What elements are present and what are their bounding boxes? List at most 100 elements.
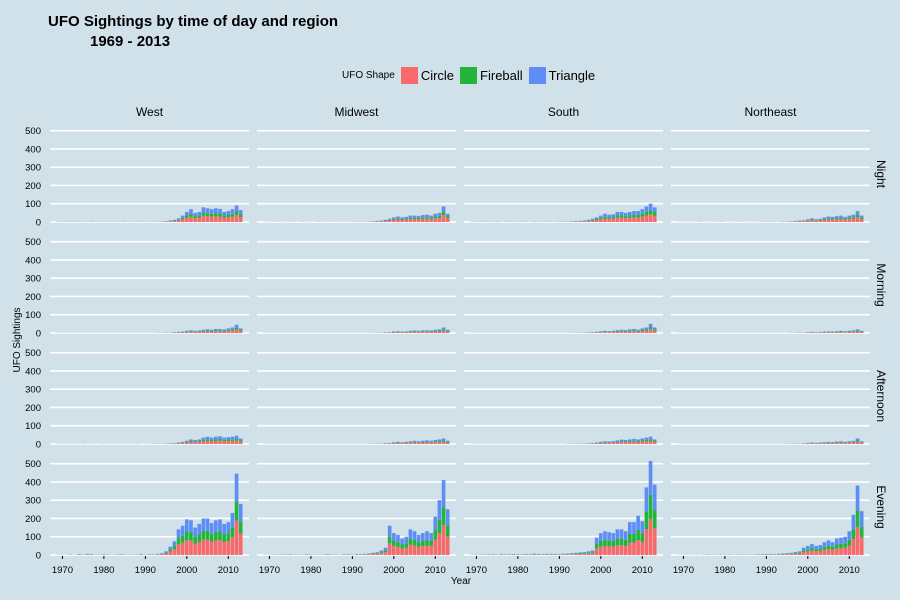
- bar-circle: [855, 527, 860, 555]
- bar-triangle: [421, 440, 425, 442]
- bar-circle: [598, 332, 603, 333]
- bar-circle: [830, 443, 835, 444]
- bar-triangle: [230, 209, 235, 214]
- bar-circle: [835, 332, 839, 333]
- bar-triangle: [632, 328, 636, 331]
- bar-fireball: [214, 439, 218, 441]
- legend-label-circle: Circle: [420, 67, 455, 83]
- bar-fireball: [594, 219, 599, 221]
- bar-fireball: [598, 540, 603, 547]
- bar-fireball: [230, 527, 235, 538]
- bar-circle: [437, 331, 442, 333]
- bar-fireball: [623, 539, 628, 546]
- y-tick-label: 200: [25, 181, 41, 192]
- bar-triangle: [569, 553, 574, 554]
- bar-circle: [814, 551, 818, 555]
- bar-fireball: [222, 439, 226, 442]
- bar-fireball: [375, 553, 380, 554]
- bar-circle: [441, 441, 446, 444]
- legend-title: UFO Shape: [342, 69, 395, 81]
- bar-triangle: [180, 215, 185, 218]
- bar-fireball: [209, 213, 214, 217]
- bar-triangle: [189, 439, 193, 442]
- bar-fireball: [197, 534, 202, 542]
- bar-fireball: [193, 331, 197, 333]
- bar-circle: [607, 546, 611, 555]
- bar-triangle: [598, 533, 603, 541]
- bar-circle: [822, 219, 827, 222]
- bar-triangle: [214, 328, 218, 331]
- bar-triangle: [644, 206, 649, 212]
- legend-swatch-triangle: [528, 66, 546, 84]
- chart-title: UFO Sightings by time of day and region …: [48, 12, 338, 52]
- bar-triangle: [412, 215, 417, 218]
- bar-fireball: [416, 217, 421, 220]
- bar-fireball: [408, 538, 413, 545]
- bar-triangle: [209, 329, 214, 331]
- bar-circle: [628, 217, 632, 222]
- bar-triangle: [238, 328, 243, 331]
- bar-triangle: [826, 540, 831, 546]
- bar-circle: [818, 220, 823, 222]
- bar-triangle: [433, 213, 438, 217]
- bar-triangle: [367, 553, 371, 555]
- bar-fireball: [433, 441, 438, 443]
- bar-circle: [855, 331, 860, 333]
- bar-circle: [180, 443, 185, 444]
- bar-circle: [425, 442, 429, 444]
- bar-circle: [416, 442, 421, 444]
- bar-circle: [628, 331, 632, 333]
- bar-triangle: [205, 518, 210, 531]
- bar-triangle: [222, 523, 226, 535]
- bar-triangle: [652, 484, 657, 510]
- bar-fireball: [619, 330, 624, 332]
- bar-triangle: [648, 203, 653, 211]
- bar-circle: [623, 442, 628, 444]
- bar-triangle: [652, 327, 657, 330]
- bar-triangle: [404, 441, 409, 443]
- legend-item-triangle: Triangle: [528, 66, 597, 84]
- bar-circle: [412, 545, 417, 555]
- bar-fireball: [619, 538, 624, 546]
- bar-triangle: [847, 531, 852, 540]
- bar-triangle: [628, 211, 632, 216]
- bar-triangle: [623, 212, 628, 217]
- bar-circle: [814, 220, 818, 222]
- bar-circle: [445, 218, 450, 222]
- bar-circle: [180, 542, 185, 555]
- bar-circle: [598, 443, 603, 444]
- bar-circle: [859, 332, 864, 333]
- bar-fireball: [648, 210, 653, 215]
- bar-triangle: [441, 438, 446, 441]
- bar-fireball: [603, 216, 607, 219]
- x-tick-label: 2010: [218, 565, 239, 576]
- bar-fireball: [855, 510, 860, 528]
- bar-triangle: [197, 330, 202, 332]
- bar-triangle: [859, 511, 864, 527]
- bar-fireball: [176, 538, 181, 545]
- bar-fireball: [632, 533, 636, 543]
- bar-fireball: [189, 441, 193, 443]
- bar-fireball: [818, 548, 823, 551]
- bar-triangle: [851, 514, 856, 530]
- bar-fireball: [218, 330, 222, 332]
- bar-triangle: [180, 525, 185, 536]
- bar-circle: [425, 545, 429, 555]
- y-tick-label: 400: [25, 255, 41, 266]
- bar-circle: [238, 217, 243, 222]
- x-axis-title: Year: [451, 576, 472, 587]
- bar-circle: [839, 332, 843, 333]
- bar-fireball: [598, 217, 603, 220]
- bar-circle: [603, 332, 607, 333]
- bar-triangle: [226, 437, 231, 440]
- bar-triangle: [230, 327, 235, 330]
- bar-circle: [189, 442, 193, 444]
- bar-triangle: [611, 533, 616, 541]
- bar-fireball: [628, 215, 632, 218]
- bar-triangle: [226, 522, 231, 534]
- bar-circle: [839, 442, 843, 444]
- bar-triangle: [822, 442, 827, 443]
- bar-fireball: [847, 442, 852, 443]
- bar-triangle: [615, 330, 620, 332]
- bar-triangle: [582, 552, 587, 554]
